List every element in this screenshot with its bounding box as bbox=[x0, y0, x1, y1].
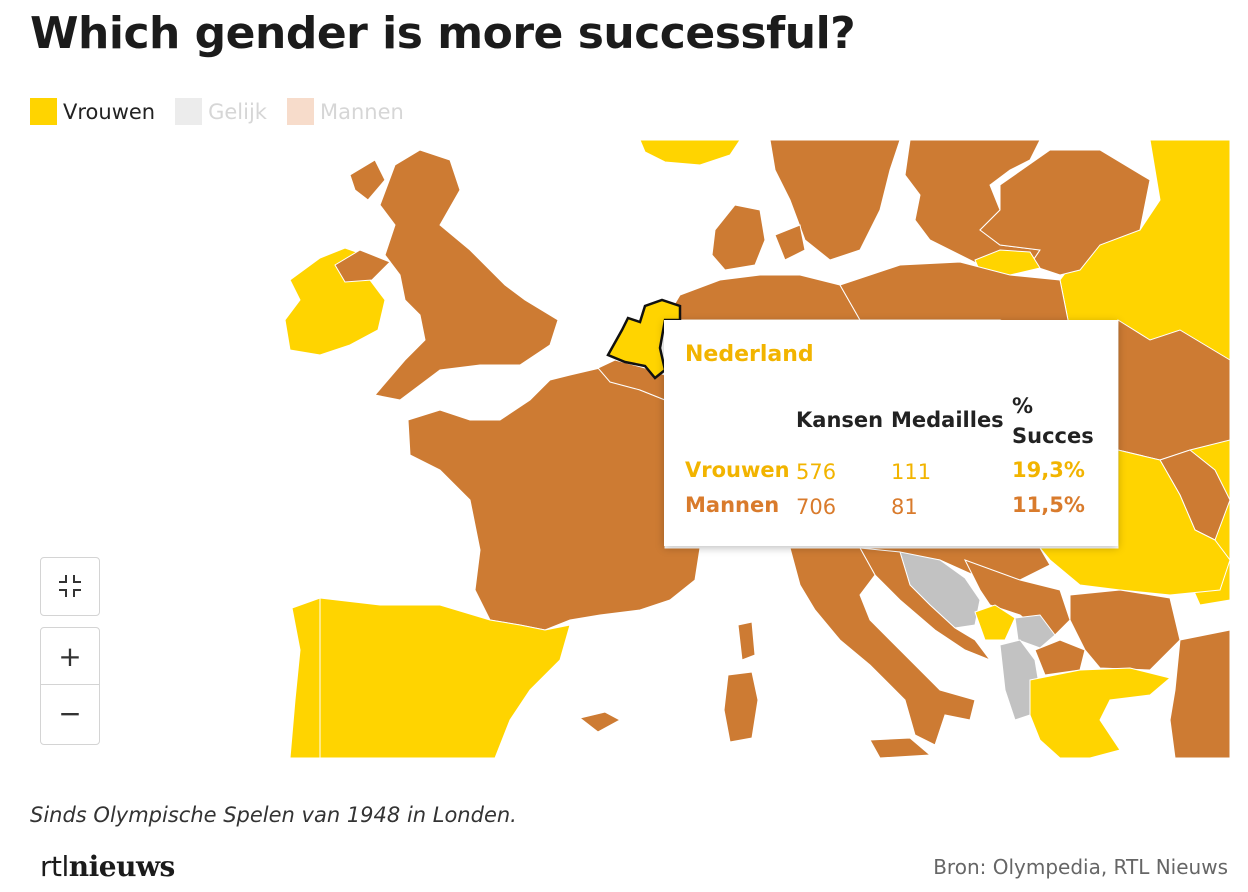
legend-label: Mannen bbox=[319, 99, 404, 124]
region-france[interactable] bbox=[407, 367, 701, 631]
region-kosovo[interactable] bbox=[1014, 614, 1056, 649]
region-denmark[interactable] bbox=[711, 204, 766, 271]
cell-medailles-mannen: 81 bbox=[891, 495, 918, 519]
source-credit: Bron: Olympedia, RTL Nieuws bbox=[933, 855, 1228, 879]
region-bulgaria[interactable] bbox=[1069, 589, 1181, 671]
region-north-top[interactable] bbox=[639, 140, 741, 166]
region-turkey[interactable] bbox=[1169, 629, 1231, 759]
region-germany[interactable] bbox=[664, 274, 861, 321]
legend-label: Vrouwen bbox=[63, 99, 156, 124]
cell-medailles-vrouwen: 111 bbox=[891, 460, 932, 484]
header-succes-line1: % bbox=[1012, 394, 1034, 418]
legend-swatch-gelijk bbox=[175, 98, 203, 125]
cell-succes-vrouwen: 19,3% bbox=[1012, 458, 1085, 482]
legend-label: Gelijk bbox=[208, 99, 267, 124]
region-montenegro[interactable] bbox=[974, 604, 1016, 641]
region-northern-ireland[interactable] bbox=[334, 249, 391, 283]
region-portugal[interactable] bbox=[289, 597, 321, 759]
cell-kansen-mannen: 706 bbox=[796, 495, 837, 519]
header-medailles: Medailles bbox=[891, 408, 1004, 432]
header-kansen: Kansen bbox=[796, 408, 884, 432]
region-baltic[interactable] bbox=[979, 149, 1151, 276]
header-succes-line2: Succes bbox=[1012, 424, 1094, 448]
region-corsica[interactable] bbox=[737, 621, 756, 661]
legend-item-vrouwen[interactable]: Vrouwen bbox=[30, 98, 155, 125]
zoom-control: + − bbox=[40, 627, 100, 745]
legend-item-gelijk[interactable]: Gelijk bbox=[175, 98, 267, 125]
region-greece[interactable] bbox=[1029, 667, 1172, 759]
region-italy[interactable] bbox=[789, 547, 976, 746]
region-sardinia[interactable] bbox=[723, 671, 759, 743]
region-croatia[interactable] bbox=[859, 547, 992, 662]
row-label-vrouwen: Vrouwen bbox=[685, 458, 790, 482]
cell-succes-mannen: 11,5% bbox=[1012, 493, 1085, 517]
europe-map-svg[interactable] bbox=[0, 140, 1248, 760]
country-tooltip: Nederland Kansen Medailles % Succes Vrou… bbox=[664, 320, 1118, 546]
fullscreen-control bbox=[40, 557, 100, 616]
map[interactable] bbox=[0, 140, 1248, 760]
zoom-in-button[interactable]: + bbox=[58, 639, 82, 673]
collapse-button[interactable] bbox=[41, 558, 99, 614]
region-spain[interactable] bbox=[319, 597, 571, 759]
logo-part-nieuws: nieuws bbox=[68, 850, 176, 883]
legend-swatch-mannen bbox=[286, 98, 314, 125]
region-uk-isles[interactable] bbox=[349, 159, 386, 201]
region-scandinavia[interactable] bbox=[769, 140, 901, 261]
zoom-out-button[interactable]: − bbox=[58, 696, 82, 730]
region-balearic[interactable] bbox=[578, 711, 622, 733]
tooltip-country: Nederland bbox=[685, 342, 814, 367]
page-title: Which gender is more successful? bbox=[30, 8, 856, 59]
cell-kansen-vrouwen: 576 bbox=[796, 460, 837, 484]
collapse-icon bbox=[59, 575, 81, 597]
legend: Vrouwen Gelijk Mannen bbox=[30, 98, 424, 125]
legend-swatch-vrouwen bbox=[30, 98, 57, 125]
region-denmark-isle[interactable] bbox=[774, 224, 806, 261]
zoom-divider bbox=[41, 684, 99, 685]
caption: Sinds Olympische Spelen van 1948 in Lond… bbox=[30, 803, 517, 827]
region-sicily[interactable] bbox=[869, 737, 932, 759]
logo-part-rtl: rtl bbox=[40, 850, 69, 883]
region-uk[interactable] bbox=[374, 149, 559, 401]
rtl-nieuws-logo: rtlnieuws bbox=[40, 850, 175, 883]
region-macedonia[interactable] bbox=[1034, 639, 1086, 676]
row-label-mannen: Mannen bbox=[685, 493, 780, 517]
legend-item-mannen[interactable]: Mannen bbox=[286, 98, 404, 125]
